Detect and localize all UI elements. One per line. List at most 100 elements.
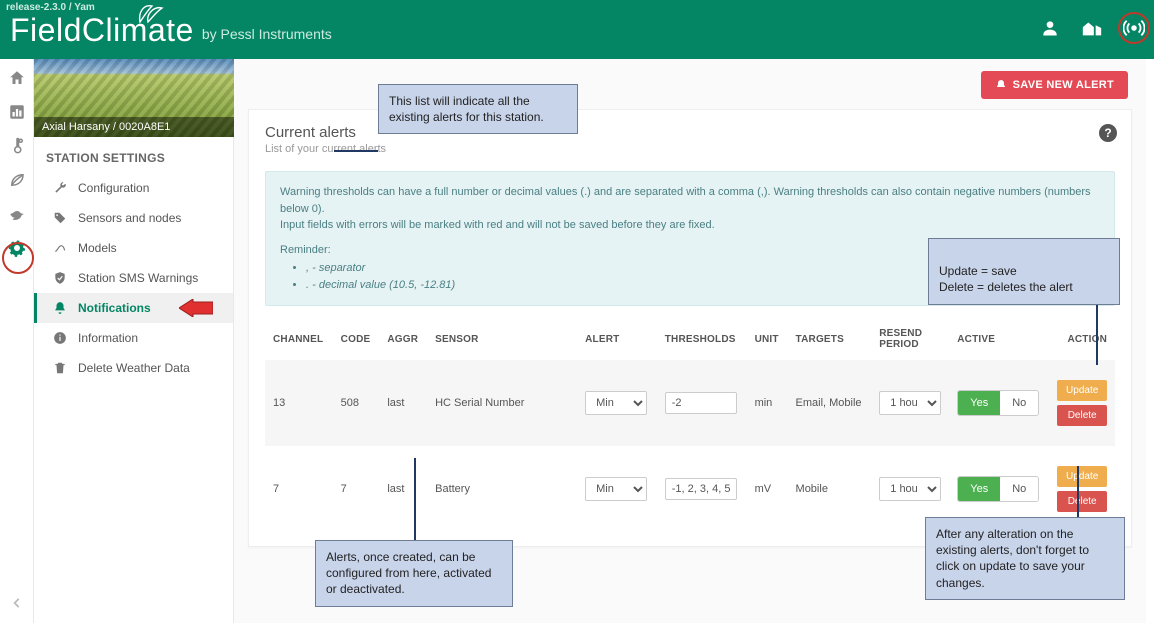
- side-panel: Axial Harsany / 0020A8E1 STATION SETTING…: [34, 59, 234, 623]
- menu-configuration[interactable]: Configuration: [34, 173, 233, 203]
- annotation-arrow-icon: [179, 299, 213, 317]
- menu-label: Models: [78, 241, 117, 255]
- col-code: CODE: [333, 316, 380, 360]
- col-unit: UNIT: [747, 316, 788, 360]
- active-toggle[interactable]: Yes No: [957, 390, 1039, 416]
- callout-aggr: Alerts, once created, can be configured …: [315, 540, 513, 607]
- user-icon[interactable]: [1038, 16, 1062, 40]
- station-label: Axial Harsany / 0020A8E1: [34, 117, 234, 137]
- callout-save-reminder: After any alteration on the existing ale…: [925, 517, 1125, 600]
- cell-unit: mV: [747, 446, 788, 532]
- top-header: release-2.3.0 / Yam FieldClimate by Pess…: [0, 0, 1154, 59]
- menu-sms[interactable]: Station SMS Warnings: [34, 263, 233, 293]
- delete-button[interactable]: Delete: [1057, 491, 1107, 512]
- menu-label: Notifications: [78, 301, 151, 315]
- cell-aggr: last: [379, 446, 427, 532]
- thresholds-input[interactable]: [665, 478, 737, 500]
- cell-targets: Mobile: [788, 446, 872, 532]
- bell-small-icon: [995, 79, 1007, 91]
- delete-button[interactable]: Delete: [1057, 405, 1107, 426]
- settings-title: STATION SETTINGS: [34, 137, 233, 173]
- callout-list: This list will indicate all the existing…: [378, 84, 578, 134]
- cell-code: 508: [333, 360, 380, 446]
- cell-unit: min: [747, 360, 788, 446]
- active-toggle[interactable]: Yes No: [957, 476, 1039, 502]
- update-button[interactable]: Update: [1057, 466, 1107, 487]
- menu-label: Configuration: [78, 181, 149, 195]
- toggle-yes[interactable]: Yes: [958, 391, 1000, 415]
- tag-icon: [52, 210, 68, 226]
- help-icon[interactable]: ?: [1099, 124, 1117, 142]
- menu-label: Delete Weather Data: [78, 361, 190, 375]
- thermometer-icon[interactable]: [4, 133, 30, 159]
- info-line1: Warning thresholds can have a full numbe…: [280, 184, 1100, 217]
- leaf-icon: [134, 2, 164, 24]
- thresholds-input[interactable]: [665, 392, 737, 414]
- brand: FieldClimate by Pessl Instruments: [10, 14, 332, 46]
- connector-line: [334, 150, 378, 152]
- col-channel: CHANNEL: [265, 316, 333, 360]
- cell-channel: 7: [265, 446, 333, 532]
- trash-icon: [52, 360, 68, 376]
- col-action: ACTION: [1049, 316, 1115, 360]
- gear-icon[interactable]: [4, 235, 30, 261]
- cell-channel: 13: [265, 360, 333, 446]
- menu-delete-data[interactable]: Delete Weather Data: [34, 353, 233, 383]
- menu-label: Information: [78, 331, 138, 345]
- alerts-card: ? Current alerts List of your current al…: [248, 109, 1132, 547]
- connector-line: [414, 458, 416, 540]
- menu-notifications[interactable]: Notifications: [34, 293, 233, 323]
- info-line2: Input fields with errors will be marked …: [280, 217, 1100, 234]
- save-bar: SAVE NEW ALERT: [234, 59, 1146, 99]
- menu-models[interactable]: Models: [34, 233, 233, 263]
- col-alert: ALERT: [577, 316, 657, 360]
- action-buttons: Update Delete: [1057, 380, 1107, 426]
- col-sensor: SENSOR: [427, 316, 577, 360]
- col-aggr: AGGR: [379, 316, 427, 360]
- farm-icon[interactable]: [1080, 16, 1104, 40]
- brand-sub: by Pessl Instruments: [202, 26, 332, 42]
- brand-name: FieldClimate: [10, 14, 194, 46]
- menu-sensors[interactable]: Sensors and nodes: [34, 203, 233, 233]
- broadcast-icon[interactable]: [1122, 16, 1146, 40]
- wrench-icon: [52, 180, 68, 196]
- resend-select[interactable]: 1 hour: [879, 477, 941, 501]
- cell-targets: Email, Mobile: [788, 360, 872, 446]
- toggle-yes[interactable]: Yes: [958, 477, 1000, 501]
- topbar-icons: [1038, 16, 1146, 40]
- station-image[interactable]: Axial Harsany / 0020A8E1: [34, 59, 234, 137]
- action-buttons: Update Delete: [1057, 466, 1107, 512]
- table-header-row: CHANNEL CODE AGGR SENSOR ALERT THRESHOLD…: [265, 316, 1115, 360]
- bird-icon[interactable]: [4, 201, 30, 227]
- section-subtitle: List of your current alerts: [265, 143, 1115, 155]
- connector-line: [1077, 466, 1079, 517]
- update-button[interactable]: Update: [1057, 380, 1107, 401]
- cell-sensor: Battery: [427, 446, 577, 532]
- save-new-alert-button[interactable]: SAVE NEW ALERT: [981, 71, 1128, 99]
- check-shield-icon: [52, 270, 68, 286]
- home-icon[interactable]: [4, 65, 30, 91]
- col-active: ACTIVE: [949, 316, 1049, 360]
- alerts-table: CHANNEL CODE AGGR SENSOR ALERT THRESHOLD…: [265, 316, 1115, 532]
- toggle-no[interactable]: No: [1000, 391, 1038, 415]
- collapse-rail-icon[interactable]: [10, 596, 24, 615]
- cell-aggr: last: [379, 360, 427, 446]
- leaf-rail-icon[interactable]: [4, 167, 30, 193]
- chart-icon[interactable]: [4, 99, 30, 125]
- table-row: 13 508 last HC Serial Number Min min Ema…: [265, 360, 1115, 446]
- left-rail: [0, 59, 34, 623]
- menu-label: Sensors and nodes: [78, 211, 181, 225]
- settings-menu: Configuration Sensors and nodes Models S…: [34, 173, 233, 383]
- cell-sensor: HC Serial Number: [427, 360, 577, 446]
- col-resend: RESEND PERIOD: [871, 316, 949, 360]
- info-icon: [52, 330, 68, 346]
- alert-select[interactable]: Min: [585, 391, 647, 415]
- menu-information[interactable]: Information: [34, 323, 233, 353]
- bell-icon: [52, 300, 68, 316]
- menu-label: Station SMS Warnings: [78, 271, 198, 285]
- alert-select[interactable]: Min: [585, 477, 647, 501]
- save-button-label: SAVE NEW ALERT: [1013, 79, 1114, 91]
- resend-select[interactable]: 1 hour: [879, 391, 941, 415]
- col-targets: TARGETS: [788, 316, 872, 360]
- toggle-no[interactable]: No: [1000, 477, 1038, 501]
